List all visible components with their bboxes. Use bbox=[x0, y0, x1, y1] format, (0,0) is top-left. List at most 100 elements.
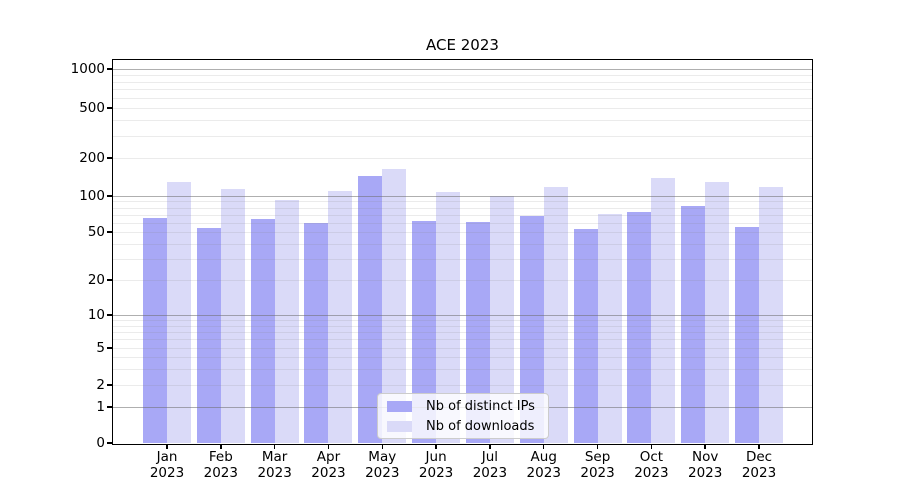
x-tick-mark bbox=[758, 444, 760, 449]
x-tick-label: Nov 2023 bbox=[673, 449, 737, 481]
minor-gridline bbox=[113, 243, 812, 245]
minor-gridline bbox=[113, 325, 812, 327]
y-tick-label: 1000 bbox=[70, 61, 105, 77]
x-tick-label: Sep 2023 bbox=[566, 449, 630, 481]
x-tick-year: 2023 bbox=[526, 465, 561, 481]
x-tick-year: 2023 bbox=[203, 465, 238, 481]
bar-downloads-jan bbox=[167, 182, 191, 443]
x-tick-label: Jan 2023 bbox=[135, 449, 199, 481]
x-tick-month: Apr bbox=[316, 449, 341, 465]
y-tick-mark bbox=[106, 384, 112, 386]
x-tick-mark bbox=[381, 444, 384, 449]
minor-gridline bbox=[113, 120, 812, 122]
minor-gridline bbox=[113, 201, 812, 203]
x-tick-mark bbox=[650, 444, 653, 449]
x-tick-month: Dec bbox=[745, 449, 773, 465]
y-tick-label: 20 bbox=[87, 272, 105, 288]
y-tick-mark bbox=[106, 314, 112, 316]
bar-downloads-sep bbox=[597, 213, 622, 443]
legend-label: Nb of distinct IPs bbox=[426, 398, 535, 414]
x-tick-year: 2023 bbox=[634, 465, 669, 481]
x-tick-month: May bbox=[368, 449, 397, 465]
major-gridline bbox=[113, 196, 812, 197]
plot-area bbox=[113, 60, 812, 443]
x-tick-mark bbox=[542, 444, 545, 449]
x-tick-label: Dec 2023 bbox=[727, 449, 791, 481]
x-tick-label: Apr 2023 bbox=[296, 449, 360, 481]
minor-gridline bbox=[113, 97, 812, 99]
x-tick-mark bbox=[435, 444, 437, 449]
y-tick-mark bbox=[106, 231, 112, 233]
y-tick-mark bbox=[106, 279, 112, 281]
x-tick-mark bbox=[166, 444, 168, 449]
minor-gridline bbox=[113, 280, 812, 281]
x-tick-label: May 2023 bbox=[350, 449, 414, 481]
y-tick-mark bbox=[106, 406, 112, 408]
x-tick-label: Jun 2023 bbox=[404, 449, 468, 481]
x-tick-label: Oct 2023 bbox=[619, 449, 683, 481]
minor-gridline bbox=[113, 331, 812, 333]
x-tick-year: 2023 bbox=[418, 465, 454, 481]
x-tick-label: Aug 2023 bbox=[512, 449, 576, 481]
minor-gridline bbox=[113, 89, 812, 91]
x-tick-mark bbox=[489, 444, 491, 449]
x-tick-mark bbox=[704, 444, 706, 449]
y-tick-mark bbox=[106, 347, 112, 349]
x-tick-mark bbox=[596, 444, 599, 449]
major-gridline bbox=[113, 315, 812, 316]
minor-gridline bbox=[113, 385, 812, 386]
bar-downloads-mar bbox=[274, 200, 299, 443]
minor-gridline bbox=[113, 74, 812, 76]
y-tick-mark bbox=[106, 442, 112, 444]
y-tick-label: 0 bbox=[96, 435, 105, 451]
x-tick-year: 2023 bbox=[257, 465, 292, 481]
minor-gridline bbox=[113, 135, 812, 137]
x-tick-month: Jan bbox=[156, 449, 178, 465]
x-tick-year: 2023 bbox=[580, 465, 615, 481]
x-tick-mark bbox=[327, 444, 330, 449]
bar-distinct-ips-jan bbox=[143, 218, 167, 443]
y-tick-label: 200 bbox=[79, 150, 105, 166]
y-tick-mark bbox=[106, 68, 112, 70]
y-tick-label: 1 bbox=[96, 399, 105, 415]
x-tick-year: 2023 bbox=[365, 465, 400, 481]
bar-downloads-oct bbox=[651, 178, 676, 443]
y-tick-label: 2 bbox=[96, 377, 105, 393]
minor-gridline bbox=[113, 207, 812, 209]
minor-gridline bbox=[113, 320, 812, 322]
minor-gridline bbox=[113, 348, 812, 349]
x-tick-month: Oct bbox=[639, 449, 664, 465]
x-tick-month: Feb bbox=[208, 449, 233, 465]
bar-distinct-ips-dec bbox=[735, 227, 760, 443]
x-tick-month: Jun bbox=[425, 449, 447, 465]
legend-swatch bbox=[387, 420, 412, 432]
x-tick-year: 2023 bbox=[741, 465, 777, 481]
minor-gridline bbox=[113, 158, 812, 159]
y-tick-mark bbox=[106, 157, 112, 159]
bar-downloads-feb bbox=[220, 189, 245, 443]
minor-gridline bbox=[113, 368, 812, 370]
y-tick-label: 100 bbox=[79, 188, 105, 204]
bar-distinct-ips-sep bbox=[573, 228, 598, 443]
x-tick-year: 2023 bbox=[472, 465, 508, 481]
minor-gridline bbox=[113, 232, 812, 233]
bar-downloads-apr bbox=[328, 190, 353, 443]
chart-title: ACE 2023 bbox=[426, 36, 499, 54]
bar-distinct-ips-feb bbox=[196, 228, 221, 443]
x-tick-month: Nov bbox=[692, 449, 719, 465]
bar-distinct-ips-mar bbox=[250, 219, 275, 443]
minor-gridline bbox=[113, 339, 812, 341]
bar-downloads-nov bbox=[705, 182, 730, 443]
x-tick-month: Sep bbox=[584, 449, 611, 465]
x-tick-label: Jul 2023 bbox=[458, 449, 522, 481]
legend: Nb of distinct IPs Nb of downloads bbox=[377, 393, 549, 439]
legend-item-distinct-ips: Nb of distinct IPs bbox=[387, 399, 548, 414]
minor-gridline bbox=[113, 108, 812, 109]
minor-gridline bbox=[113, 81, 812, 83]
x-tick-year: 2023 bbox=[688, 465, 723, 481]
minor-gridline bbox=[113, 214, 812, 216]
x-tick-mark bbox=[220, 444, 222, 449]
legend-item-downloads: Nb of downloads bbox=[387, 419, 548, 434]
bar-distinct-ips-oct bbox=[627, 211, 652, 443]
